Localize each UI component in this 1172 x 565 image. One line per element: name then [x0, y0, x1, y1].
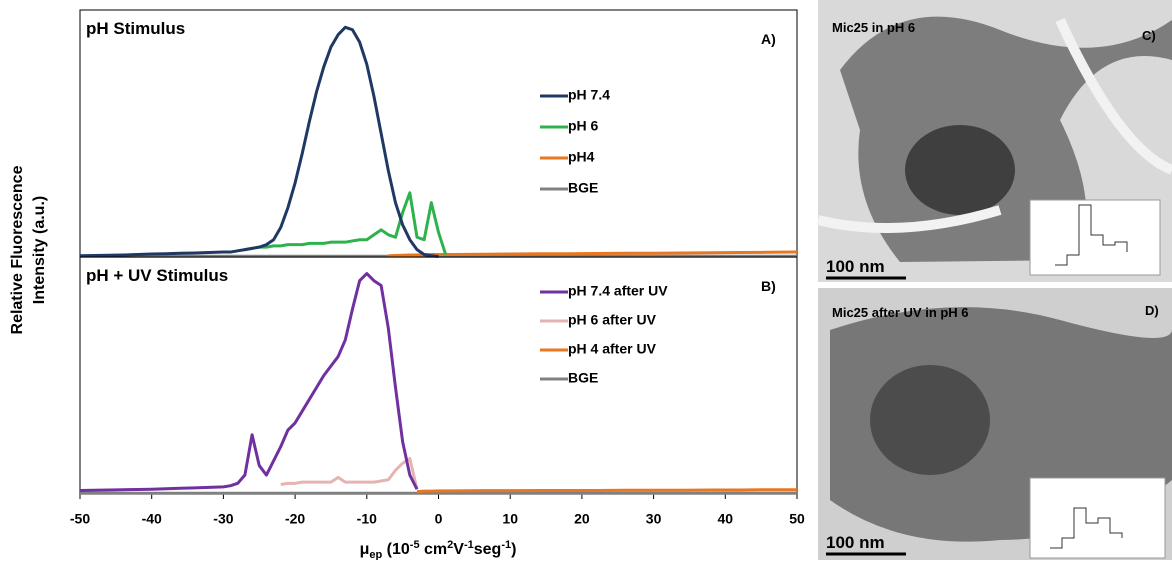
legend-label: pH 6 after UV [568, 312, 657, 328]
y-label-line: Intensity (a.u.) [31, 196, 48, 304]
x-tick-label: 0 [435, 511, 443, 527]
image-title: Mic25 in pH 6 [832, 20, 915, 35]
x-tick-label: -30 [213, 511, 233, 527]
series-line [244, 191, 448, 255]
y-label-line: Relative Fluorescence [9, 165, 26, 334]
series-line [79, 25, 439, 259]
legend-label: pH 7.4 after UV [568, 283, 668, 299]
panel-label: A) [761, 31, 776, 47]
series-line [79, 272, 419, 492]
label-part: ep [369, 549, 382, 560]
tem-image: Mic25 after UV in pH 6 D) 100 nm [818, 288, 1172, 560]
label-part: -1 [464, 539, 474, 551]
panel-label: B) [761, 278, 776, 294]
label-part: 2 [447, 539, 453, 551]
label-part: cm [420, 541, 448, 558]
scale-label: 100 nm [826, 533, 885, 552]
legend-label: BGE [568, 180, 598, 196]
panel-label: D) [1145, 303, 1159, 318]
grid-film [816, 17, 1172, 233]
particle-core [870, 365, 990, 475]
x-tick-label: 10 [502, 511, 518, 527]
inset-bars [1055, 204, 1128, 266]
label-part: μ [360, 541, 370, 558]
label-part: (10 [382, 541, 410, 558]
legend-label: pH 7.4 [568, 87, 610, 103]
series-line [388, 250, 798, 258]
x-tick-label: 40 [718, 511, 734, 527]
legend-label: pH4 [568, 149, 595, 165]
chart-title: pH + UV Stimulus [86, 266, 228, 285]
legend-label: BGE [568, 370, 598, 386]
label-part: V [453, 541, 464, 558]
plot-frame [79, 9, 798, 258]
y-axis-label: Relative Fluorescence Intensity (a.u.) [9, 165, 48, 334]
series-line [280, 456, 419, 490]
image-title: Mic25 after UV in pH 6 [832, 305, 969, 320]
x-tick-label: -20 [285, 511, 305, 527]
tem-image: Mic25 in pH 6 C) 100 nm [816, 0, 1172, 282]
x-tick-label: -10 [357, 511, 377, 527]
x-axis-label: μep (10-5 cm2V-1seg-1) [360, 539, 517, 560]
label-part: -5 [410, 539, 420, 551]
x-tick-label: 20 [574, 511, 590, 527]
label-part: -1 [501, 539, 511, 551]
panel-label: C) [1142, 28, 1156, 43]
inset-bars [1050, 507, 1123, 549]
legend-label: pH 4 after UV [568, 341, 657, 357]
series-line [416, 488, 797, 494]
x-tick-label: 30 [646, 511, 662, 527]
plot-frame [79, 256, 798, 495]
particle-core [905, 125, 1015, 215]
x-tick-label: -40 [142, 511, 162, 527]
legend-label: pH 6 [568, 118, 599, 134]
x-tick-label: 50 [789, 511, 805, 527]
label-part: seg [474, 541, 502, 558]
scale-label: 100 nm [826, 257, 885, 276]
chart-title: pH Stimulus [86, 19, 185, 38]
label-part: ) [511, 541, 516, 558]
x-tick-label: -50 [70, 511, 90, 527]
